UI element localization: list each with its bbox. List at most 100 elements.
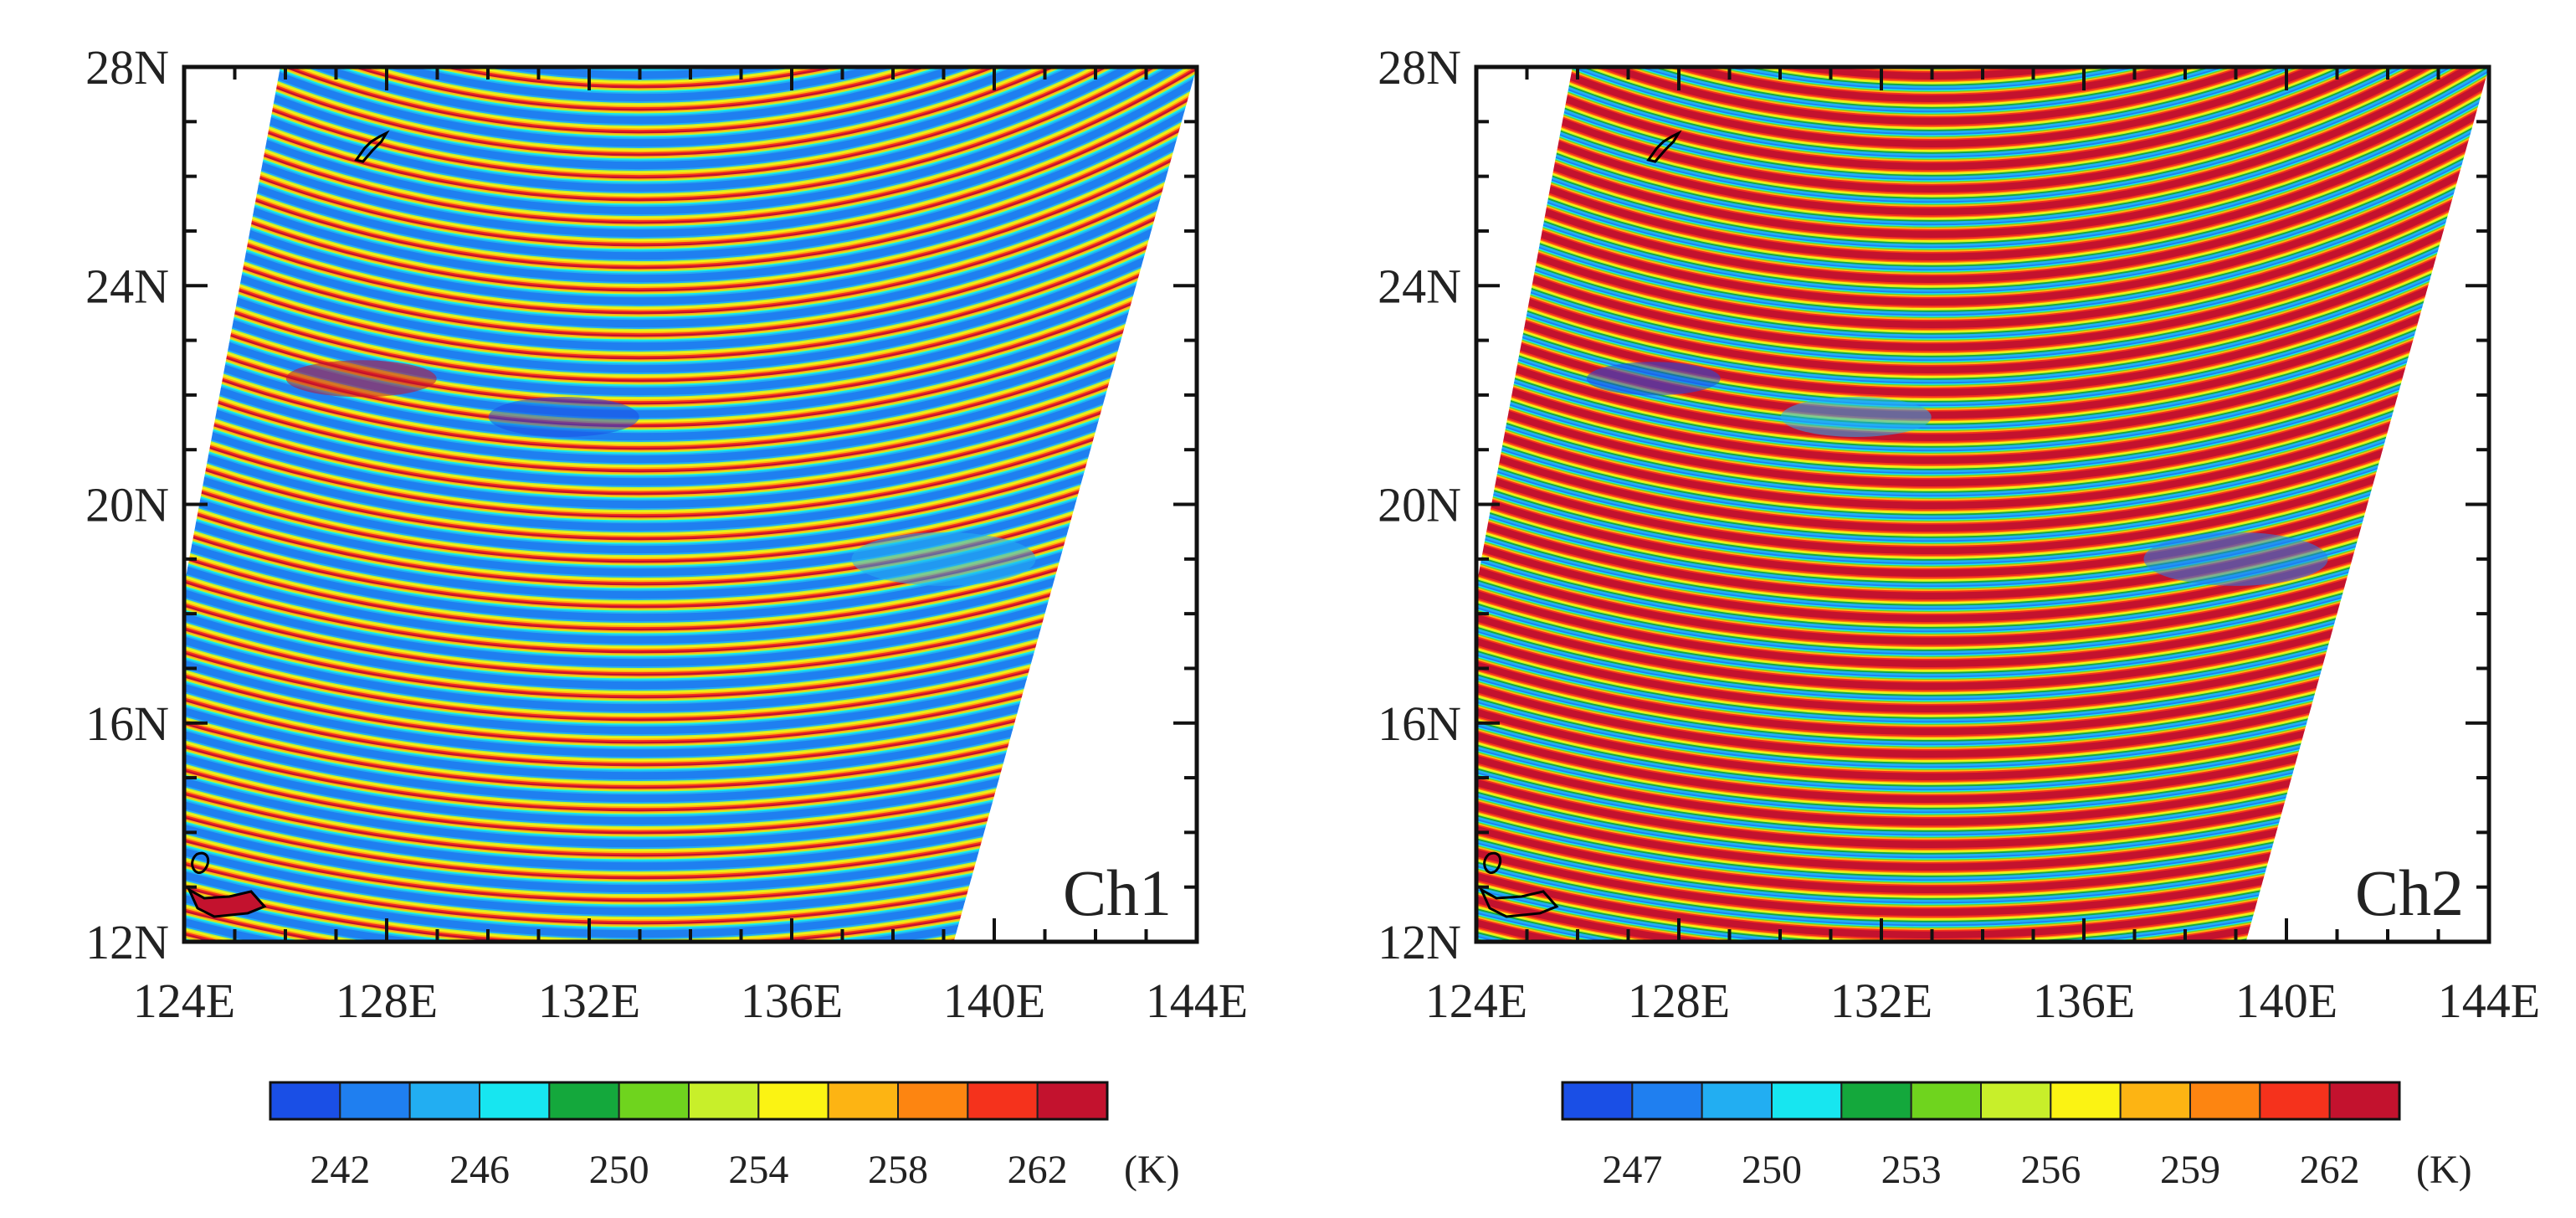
- stripe-arc: [1476, 67, 2489, 678]
- y-tick-label: 24N: [1378, 259, 1461, 313]
- colorbar-label: 256: [2020, 1148, 2081, 1192]
- stripe-arc: [184, 67, 1197, 794]
- island-outline: [1646, 130, 1682, 163]
- stripe-arc: [184, 67, 1197, 119]
- stripe-arc: [184, 67, 1197, 116]
- stripe-arc: [1476, 67, 2489, 386]
- y-tick-label: 12N: [1378, 915, 1461, 969]
- stripe-arc: [184, 67, 1197, 245]
- stripe-arc: [1476, 67, 2489, 829]
- stripe-arc: [1476, 67, 2489, 865]
- stripe-arc: [1476, 67, 2489, 512]
- stripe-arc: [184, 67, 1197, 83]
- stripe-arc: [184, 67, 1197, 768]
- stripe-arc: [1476, 67, 2489, 851]
- stripe-arc: [184, 67, 1197, 309]
- stripe-arc: [184, 67, 1197, 601]
- stripe-arc: [1476, 67, 2489, 883]
- stripe-arc: [184, 67, 1197, 106]
- stripe-arc: [1476, 67, 2489, 604]
- stripe-arc: [1476, 67, 2489, 610]
- stripe-arc: [184, 67, 1197, 718]
- stripe-arc: [184, 67, 1197, 179]
- stripe-arc: [1476, 67, 2489, 339]
- stripe-arc: [184, 67, 1197, 383]
- stripe-arc: [1476, 67, 2489, 637]
- stripe-arc: [184, 67, 1197, 863]
- colorbar-box: [1980, 1082, 2052, 1120]
- stripe-arc: [184, 67, 1197, 693]
- stripe-arc: [1476, 67, 2489, 249]
- stripe-arc: [184, 67, 1197, 910]
- stripe-arc: [1476, 67, 2489, 671]
- stripe-arc: [184, 67, 1197, 486]
- colorbar-label: 247: [1602, 1148, 1662, 1192]
- x-tick-label: 140E: [943, 974, 1045, 1028]
- stripe-arc: [184, 67, 1197, 185]
- stripe-arc: [184, 67, 1197, 339]
- stripe-arc: [1476, 67, 2489, 677]
- stripe-arc: [1476, 67, 2489, 908]
- stripe-arc: [1476, 67, 2489, 544]
- stripe-arc: [184, 67, 1197, 226]
- stripe-arc: [1476, 67, 2489, 446]
- stripe-arc: [1476, 67, 2489, 264]
- stripe-arc: [1476, 67, 2489, 151]
- stripe-arc: [1476, 67, 2489, 592]
- stripe-arc: [1476, 67, 2489, 826]
- stripe-arc: [184, 67, 1197, 311]
- stripe-arc: [1476, 67, 2489, 655]
- stripe-arc: [1476, 67, 2489, 419]
- stripe-arc: [1476, 67, 2489, 329]
- stripe-arc: [1476, 67, 2489, 85]
- stripe-arc: [184, 67, 1197, 691]
- stripe-arc: [184, 67, 1197, 388]
- stripe-arc: [1476, 67, 2489, 804]
- stripe-arc: [184, 67, 1197, 927]
- stripe-arc: [184, 67, 1197, 722]
- island-outline: [1483, 851, 1502, 874]
- stripe-arc: [184, 67, 1197, 803]
- stripe-arc: [1476, 67, 2489, 70]
- island-outline: [186, 887, 267, 918]
- stripe-arc: [184, 67, 1197, 209]
- stripe-arc: [184, 67, 1197, 657]
- stripe-arc: [184, 67, 1197, 702]
- stripe-arc: [184, 67, 1197, 481]
- stripe-arc: [1476, 67, 2489, 579]
- stripe-arc: [184, 67, 1197, 445]
- stripe-arc: [184, 67, 1197, 115]
- stripe-arc: [184, 67, 1197, 626]
- stripe-arc: [184, 67, 1197, 876]
- stripe-arc: [1476, 67, 2489, 203]
- stripe-arc: [1476, 67, 2489, 650]
- colorbar-label: 253: [1881, 1148, 1942, 1192]
- stripe-arc: [184, 67, 1197, 569]
- stripe-arc: [184, 67, 1197, 791]
- stripe-arc: [1476, 67, 2489, 670]
- stripe-arc: [1476, 67, 2489, 345]
- stripe-arc: [184, 67, 1197, 814]
- stripe-arc: [184, 67, 1197, 588]
- stripe-arc: [184, 67, 1197, 883]
- stripe-arc: [1476, 67, 2489, 648]
- y-tick-label: 24N: [85, 259, 169, 313]
- stripe-arc: [1476, 67, 2489, 907]
- stripe-arc: [184, 67, 1197, 74]
- stripe-arc: [1476, 67, 2489, 746]
- colorbar-box: [1771, 1082, 1843, 1120]
- stripe-arc: [184, 67, 1197, 423]
- stripe-arc: [1476, 67, 2489, 209]
- stripe-arc: [1476, 67, 2489, 228]
- stripe-arc: [1476, 67, 2489, 294]
- stripe-arc: [1476, 67, 2489, 288]
- stripe-arc: [184, 67, 1197, 622]
- stripe-arc: [1476, 67, 2489, 784]
- stripe-arc: [184, 67, 1197, 464]
- stripe-arc: [184, 67, 1197, 607]
- stripe-arc: [1476, 67, 2489, 115]
- stripe-arc: [184, 67, 1197, 807]
- stripe-arc: [184, 67, 1197, 788]
- stripe-arc: [1476, 67, 2489, 635]
- stripe-arc: [184, 67, 1197, 89]
